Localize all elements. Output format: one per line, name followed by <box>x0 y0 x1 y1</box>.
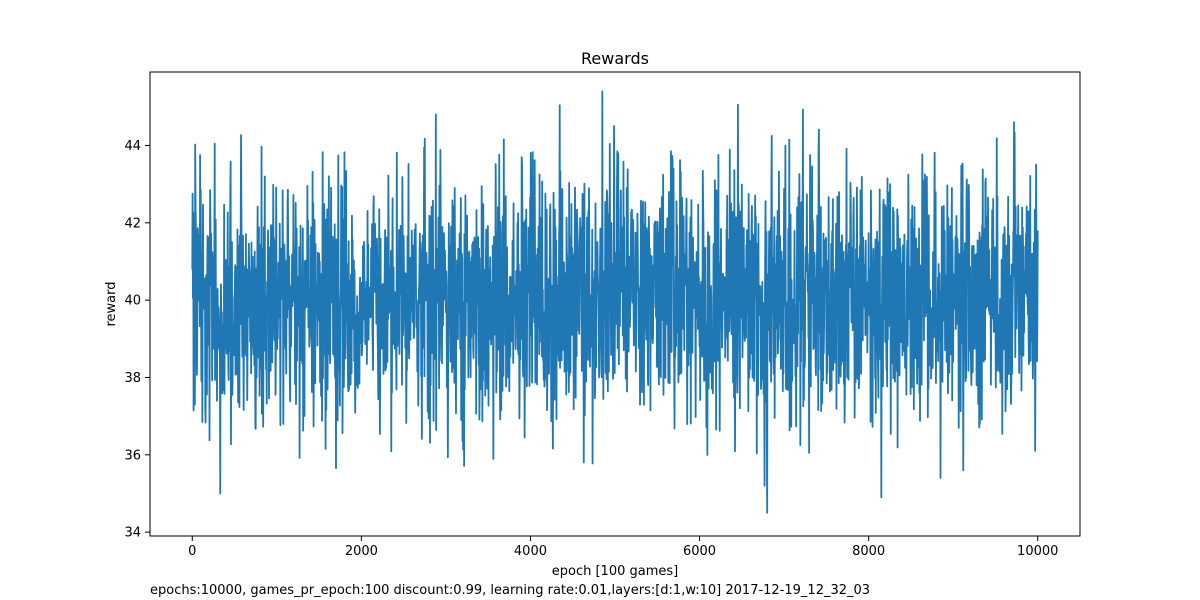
x-tick-label: 10000 <box>1017 544 1058 559</box>
x-axis: 0 2000 4000 6000 8000 10000 <box>188 536 1058 559</box>
plot-frame <box>149 71 1081 537</box>
x-tick-label: 8000 <box>852 544 885 559</box>
y-tick-label: 34 <box>124 526 141 541</box>
plot-area <box>149 71 1081 537</box>
y-axis-label: reward <box>104 281 119 326</box>
chart-title: Rewards <box>581 49 649 68</box>
series-line <box>191 90 1039 514</box>
x-axis-label: epoch [100 games] <box>552 564 678 579</box>
y-tick-label: 44 <box>124 139 141 154</box>
y-tick-label: 38 <box>124 371 141 386</box>
x-tick-label: 2000 <box>345 544 378 559</box>
y-tick-label: 36 <box>124 448 141 463</box>
x-tick-label: 0 <box>188 544 196 559</box>
y-tick-label: 42 <box>124 216 141 231</box>
series-group <box>191 90 1039 514</box>
y-axis: 34 36 38 40 42 44 <box>124 139 150 541</box>
x-tick-label: 6000 <box>683 544 716 559</box>
x-tick-label: 4000 <box>514 544 547 559</box>
figure-caption: epochs:10000, games_pr_epoch:100 discoun… <box>150 583 870 598</box>
y-tick-label: 40 <box>124 294 141 309</box>
